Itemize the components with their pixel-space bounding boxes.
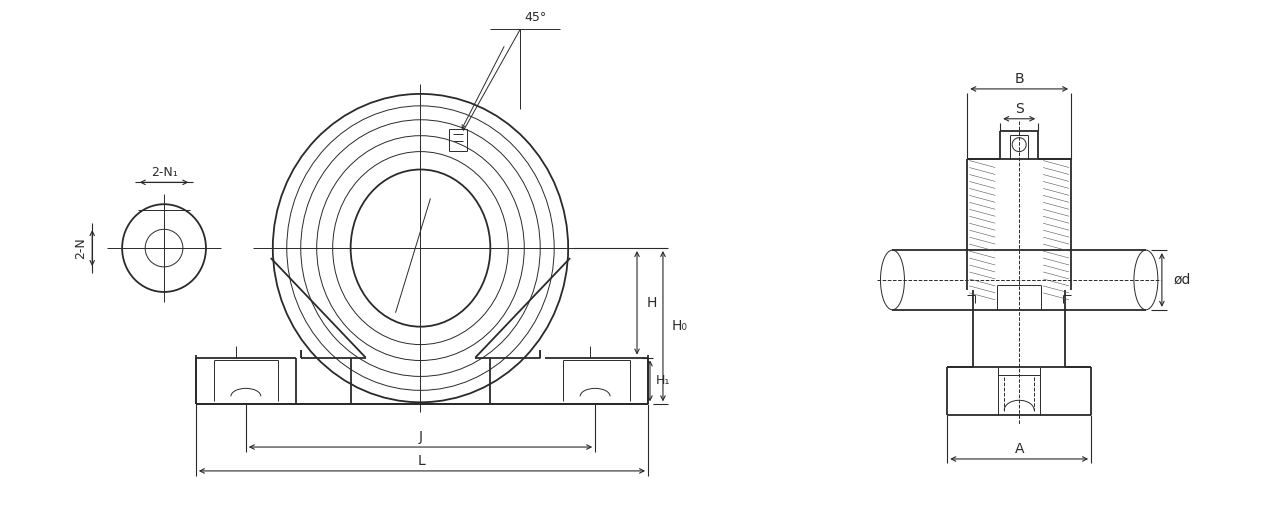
- Text: ød: ød: [1173, 273, 1190, 287]
- Text: 45°: 45°: [524, 11, 546, 24]
- Text: B: B: [1015, 72, 1024, 86]
- Text: S: S: [1015, 102, 1024, 116]
- Text: J: J: [419, 430, 422, 444]
- Text: A: A: [1015, 442, 1024, 456]
- Text: H₁: H₁: [656, 374, 670, 387]
- Text: H: H: [647, 296, 657, 310]
- Text: 2-N: 2-N: [73, 237, 86, 259]
- Text: 2-N₁: 2-N₁: [151, 166, 178, 179]
- Text: H₀: H₀: [672, 319, 688, 333]
- Text: L: L: [419, 454, 426, 468]
